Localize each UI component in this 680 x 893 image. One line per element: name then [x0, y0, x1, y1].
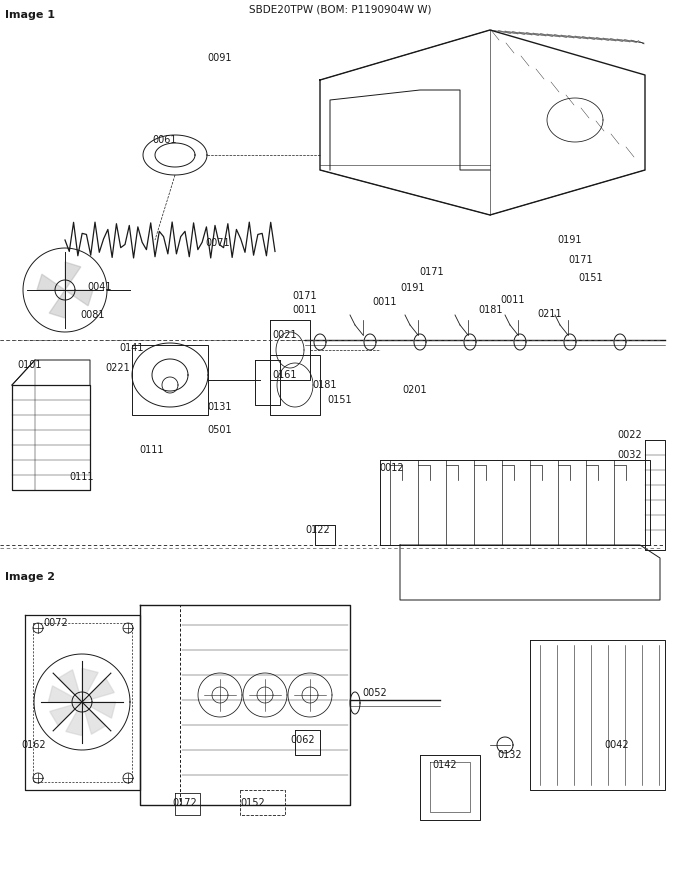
Polygon shape: [66, 702, 82, 736]
Text: Image 1: Image 1: [5, 10, 55, 20]
Text: 0171: 0171: [292, 291, 318, 301]
Polygon shape: [50, 702, 82, 726]
Text: 0081: 0081: [81, 310, 105, 320]
Text: 0042: 0042: [605, 740, 629, 750]
Text: 0131: 0131: [208, 402, 233, 412]
Text: 0181: 0181: [479, 305, 503, 315]
Polygon shape: [82, 679, 114, 702]
Text: 0022: 0022: [617, 430, 643, 440]
Text: 0052: 0052: [362, 688, 388, 698]
Text: 0012: 0012: [379, 463, 405, 473]
Text: 0172: 0172: [173, 798, 197, 808]
Text: 0011: 0011: [293, 305, 318, 315]
Polygon shape: [82, 702, 116, 718]
Polygon shape: [48, 686, 82, 702]
Polygon shape: [65, 262, 81, 290]
Text: 0062: 0062: [290, 735, 316, 745]
Text: 0191: 0191: [401, 283, 425, 293]
Polygon shape: [65, 290, 93, 305]
Text: 0071: 0071: [205, 238, 231, 248]
Polygon shape: [49, 290, 65, 318]
Text: SBDE20TPW (BOM: P1190904W W): SBDE20TPW (BOM: P1190904W W): [249, 4, 431, 14]
Text: 0011: 0011: [373, 297, 397, 307]
Text: 0211: 0211: [538, 309, 562, 319]
Text: Image 2: Image 2: [5, 572, 55, 582]
Text: 0041: 0041: [88, 282, 112, 292]
Text: 0021: 0021: [273, 330, 297, 340]
Text: 0061: 0061: [153, 135, 177, 145]
Text: 0161: 0161: [273, 370, 297, 380]
Text: 0072: 0072: [44, 618, 69, 628]
Text: 0141: 0141: [120, 343, 144, 353]
Text: 0171: 0171: [420, 267, 444, 277]
Text: 0091: 0091: [208, 53, 233, 63]
Text: 0162: 0162: [22, 740, 46, 750]
Text: 0152: 0152: [241, 798, 265, 808]
Text: 0132: 0132: [498, 750, 522, 760]
Polygon shape: [82, 702, 106, 734]
Text: 0191: 0191: [558, 235, 582, 245]
Polygon shape: [37, 274, 65, 290]
Text: 0142: 0142: [432, 760, 458, 770]
Text: 0111: 0111: [70, 472, 95, 482]
Text: 0111: 0111: [140, 445, 165, 455]
Polygon shape: [58, 670, 82, 702]
Text: 0221: 0221: [105, 363, 131, 373]
Text: 0122: 0122: [305, 525, 330, 535]
Text: 0201: 0201: [403, 385, 427, 395]
Text: 0032: 0032: [617, 450, 643, 460]
Text: 0151: 0151: [328, 395, 352, 405]
Text: 0501: 0501: [207, 425, 233, 435]
Text: 0181: 0181: [313, 380, 337, 390]
Text: 0011: 0011: [500, 295, 525, 305]
Text: 0151: 0151: [579, 273, 603, 283]
Polygon shape: [82, 668, 98, 702]
Text: 0171: 0171: [568, 255, 594, 265]
Text: 0101: 0101: [18, 360, 42, 370]
